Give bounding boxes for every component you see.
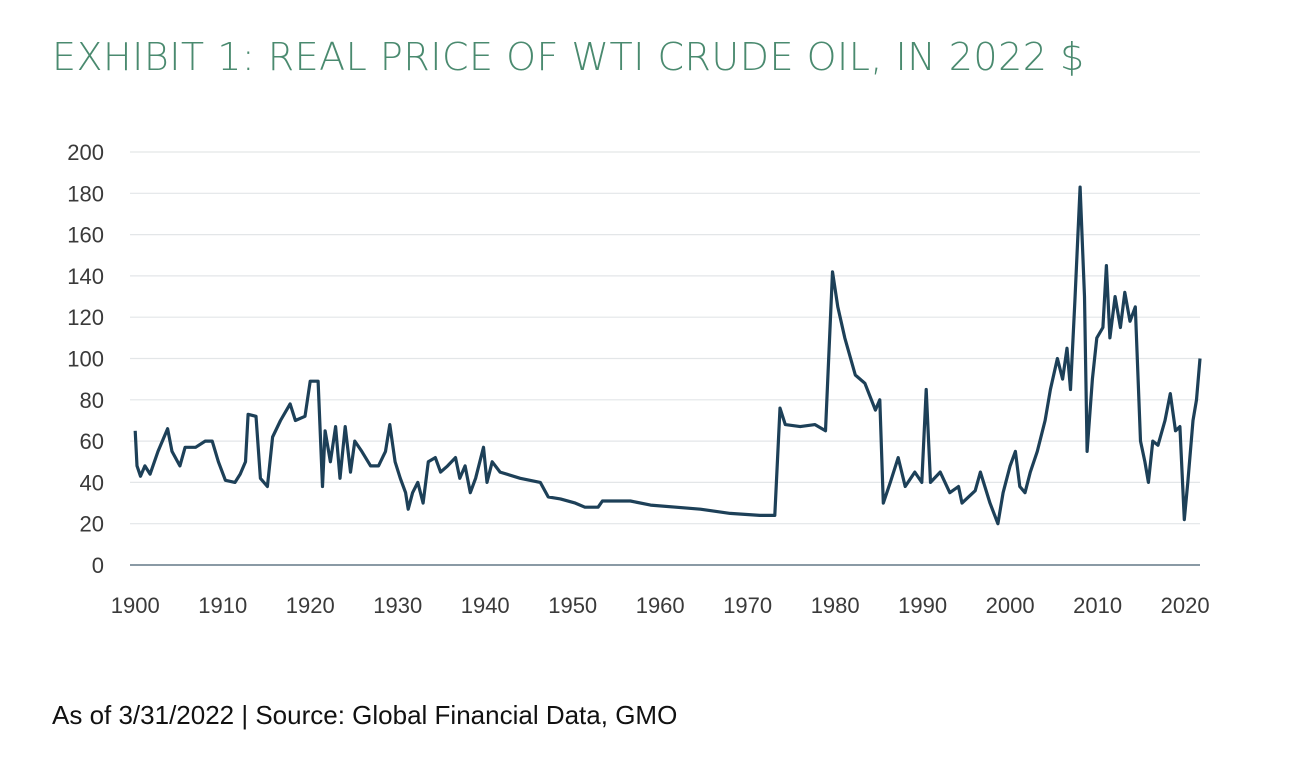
y-tick-label: 200 [67, 140, 104, 165]
y-tick-label: 120 [67, 305, 104, 330]
x-tick-label: 1970 [723, 593, 772, 618]
y-tick-label: 160 [67, 223, 104, 248]
x-tick-label: 1950 [548, 593, 597, 618]
y-tick-label: 80 [80, 388, 104, 413]
x-tick-label: 1910 [198, 593, 247, 618]
x-tick-label: 2020 [1161, 593, 1210, 618]
y-tick-label: 20 [80, 512, 104, 537]
x-tick-label: 1930 [373, 593, 422, 618]
source-note: As of 3/31/2022 | Source: Global Financi… [52, 700, 677, 730]
x-tick-label: 1940 [461, 593, 510, 618]
y-tick-label: 60 [80, 429, 104, 454]
x-tick-label: 1990 [898, 593, 947, 618]
x-tick-label: 2000 [986, 593, 1035, 618]
x-tick-label: 1900 [111, 593, 160, 618]
y-tick-label: 40 [80, 470, 104, 495]
x-tick-label: 1980 [811, 593, 860, 618]
y-tick-label: 100 [67, 347, 104, 372]
x-tick-label: 1960 [636, 593, 685, 618]
y-tick-label: 0 [92, 553, 104, 578]
y-tick-label: 180 [67, 181, 104, 206]
price-line [133, 185, 1202, 526]
y-tick-label: 140 [67, 264, 104, 289]
x-tick-label: 1920 [286, 593, 335, 618]
chart-title: EXHIBIT 1: REAL PRICE OF WTI CRUDE OIL, … [52, 35, 1085, 79]
x-tick-label: 2010 [1073, 593, 1122, 618]
